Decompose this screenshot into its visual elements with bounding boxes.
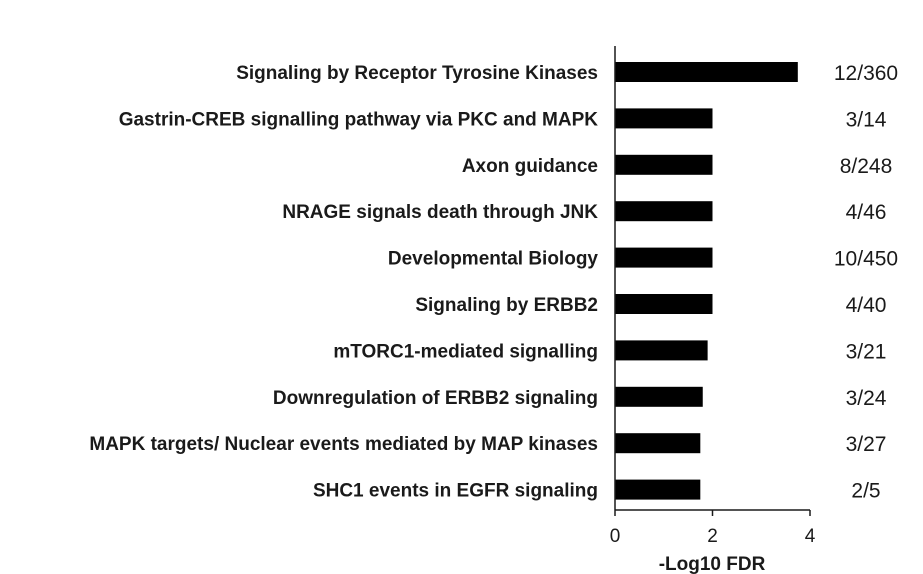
axes: 0 2 4 -Log10 FDR [610,46,816,574]
x-tick-label: 2 [707,526,718,547]
category-label: Gastrin-CREB signalling pathway via PKC … [119,109,599,130]
category-label: Axon guidance [462,156,598,177]
bar [615,108,713,129]
x-tick-label: 0 [610,526,621,547]
bar [615,247,713,268]
ratio-label: 4/46 [846,201,887,224]
ratio-label: 4/40 [846,294,887,317]
category-label: Downregulation of ERBB2 signaling [273,388,598,409]
ratio-label: 3/24 [846,387,887,410]
category-label: MAPK targets/ Nuclear events mediated by… [89,434,598,455]
bar [615,433,701,454]
ratio-label: 3/14 [846,108,887,131]
bar [615,154,713,175]
x-ticks: 0 2 4 [610,510,816,547]
ratio-annotations: 12/360 3/14 8/248 4/46 10/450 4/40 3/21 3/24 3/2… [834,62,898,503]
ratio-label: 3/27 [846,433,887,456]
bar [615,386,703,407]
category-label: Developmental Biology [388,249,599,270]
x-tick-label: 4 [805,526,816,547]
ratio-label: 3/21 [846,340,887,363]
category-labels: Signaling by Receptor Tyrosine Kinases Ga… [89,63,598,502]
ratio-label: 8/248 [840,155,893,178]
bar [615,340,708,361]
category-label: Signaling by ERBB2 [415,295,598,316]
x-axis-title: -Log10 FDR [659,554,766,574]
bar [615,294,713,314]
bars [615,62,798,500]
bar [615,479,701,500]
category-label: mTORC1-mediated signalling [333,341,598,362]
bar [615,62,798,82]
ratio-label: 10/450 [834,248,898,271]
category-label: SHC1 events in EGFR signaling [313,481,598,502]
category-label: NRAGE signals death through JNK [282,202,598,223]
category-label: Signaling by Receptor Tyrosine Kinases [236,63,598,84]
ratio-label: 2/5 [851,480,880,503]
ratio-label: 12/360 [834,62,898,85]
bar [615,201,713,222]
